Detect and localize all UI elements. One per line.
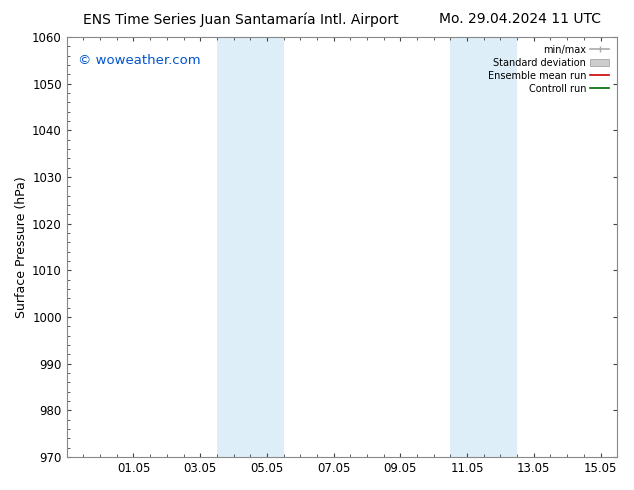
Text: ENS Time Series Juan Santamaría Intl. Airport: ENS Time Series Juan Santamaría Intl. Ai…	[83, 12, 399, 27]
Legend: min/max, Standard deviation, Ensemble mean run, Controll run: min/max, Standard deviation, Ensemble me…	[484, 42, 612, 97]
Bar	[484, 37, 517, 457]
Bar	[450, 37, 484, 457]
Text: © woweather.com: © woweather.com	[78, 54, 200, 67]
Y-axis label: Surface Pressure (hPa): Surface Pressure (hPa)	[15, 176, 28, 318]
Text: Mo. 29.04.2024 11 UTC: Mo. 29.04.2024 11 UTC	[439, 12, 601, 26]
Bar	[250, 37, 283, 457]
Bar	[217, 37, 250, 457]
